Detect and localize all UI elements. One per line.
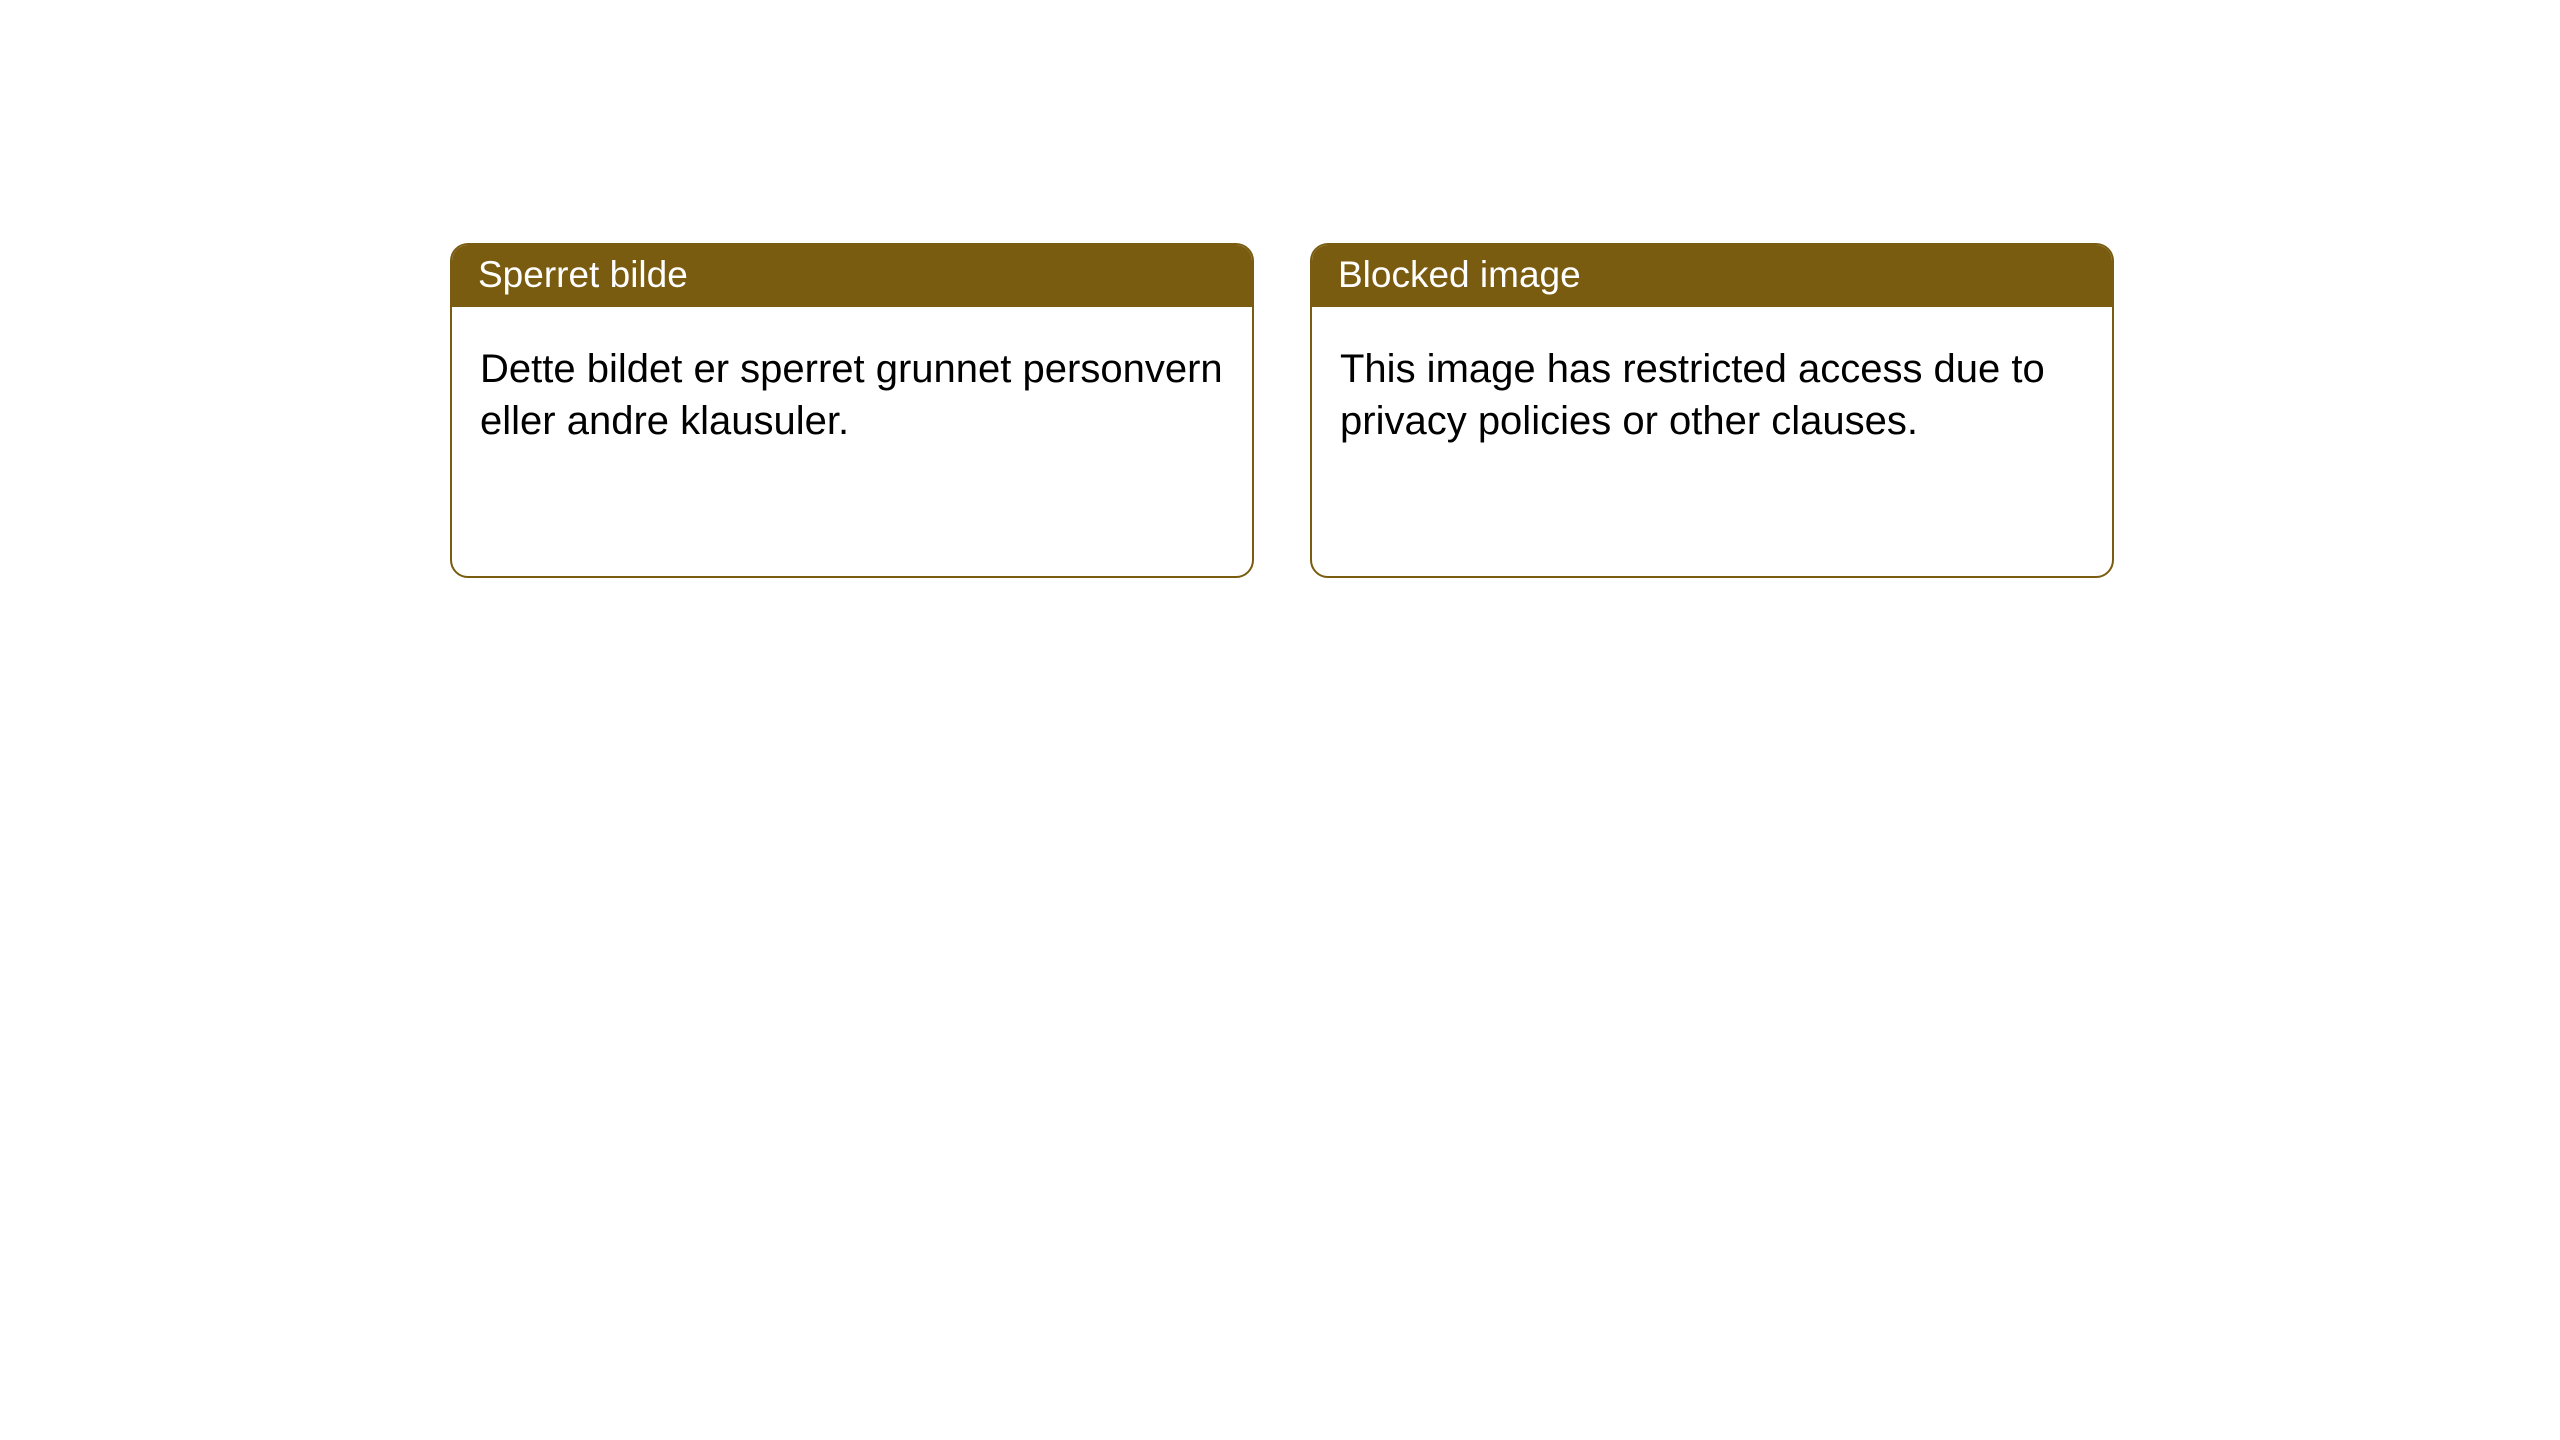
notice-card-title: Blocked image — [1312, 245, 2112, 307]
notice-card-body: Dette bildet er sperret grunnet personve… — [452, 307, 1252, 483]
notice-card-body: This image has restricted access due to … — [1312, 307, 2112, 483]
notice-card-norwegian: Sperret bilde Dette bildet er sperret gr… — [450, 243, 1254, 578]
notice-card-english: Blocked image This image has restricted … — [1310, 243, 2114, 578]
notice-card-title: Sperret bilde — [452, 245, 1252, 307]
notice-cards-container: Sperret bilde Dette bildet er sperret gr… — [0, 0, 2560, 578]
